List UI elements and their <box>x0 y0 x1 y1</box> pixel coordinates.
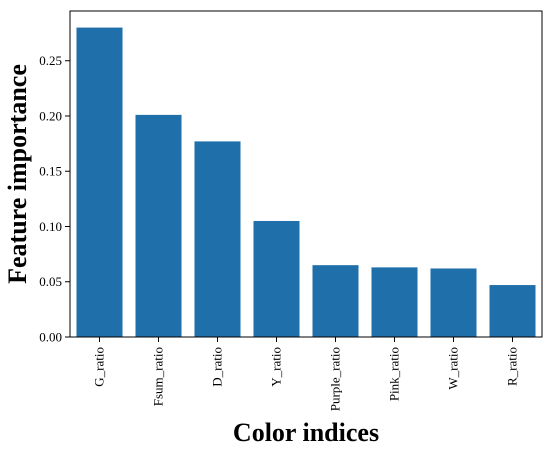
y-tick-label: 0.25 <box>39 53 62 68</box>
y-tick-label: 0.05 <box>39 274 62 289</box>
x-tick-label: W_ratio <box>446 347 461 390</box>
plot-frame <box>69 10 543 338</box>
bars-group <box>76 27 536 338</box>
y-tick-label: 0.20 <box>39 108 62 123</box>
bar-y-ratio <box>253 220 300 337</box>
x-tick-label: Pink_ratio <box>387 347 402 401</box>
x-tick-label: G_ratio <box>92 347 107 387</box>
x-tick-label: Purple_ratio <box>328 347 343 411</box>
x-tick-label: D_ratio <box>210 347 225 387</box>
x-tick-label: Y_ratio <box>269 347 284 387</box>
y-tick-label: 0.10 <box>39 219 62 234</box>
bar-fsum-ratio <box>135 114 182 338</box>
y-axis-ticks: 0.00 0.05 0.10 0.15 0.20 0.25 <box>39 53 70 345</box>
x-axis-ticks: G_ratio Fsum_ratio D_ratio Y_ratio Purple_ra… <box>92 337 520 411</box>
bar-w-ratio <box>430 268 477 337</box>
x-axis-title: Color indices <box>233 418 379 447</box>
bar-pink-ratio <box>371 267 418 337</box>
bar-g-ratio <box>76 27 123 338</box>
bar-r-ratio <box>489 285 536 337</box>
x-tick-label: Fsum_ratio <box>151 347 166 406</box>
bar-purple-ratio <box>312 265 359 337</box>
x-tick-label: R_ratio <box>505 347 520 386</box>
y-tick-label: 0.15 <box>39 164 62 179</box>
y-tick-label: 0.00 <box>39 330 62 345</box>
bar-d-ratio <box>194 141 241 337</box>
y-axis-title: Feature importance <box>3 64 32 284</box>
